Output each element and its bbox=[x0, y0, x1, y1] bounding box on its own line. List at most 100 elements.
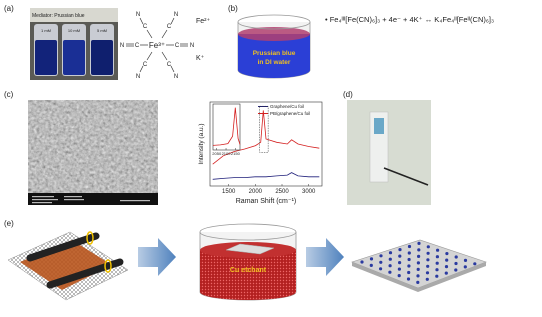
x-tick-label: 2100 bbox=[222, 151, 232, 156]
electrode bbox=[417, 248, 421, 252]
electrode bbox=[444, 265, 449, 269]
etch-beaker bbox=[199, 223, 297, 301]
x-tick-label: 3000 bbox=[302, 189, 316, 195]
jar-photo bbox=[30, 8, 118, 80]
electrode bbox=[398, 261, 402, 265]
electrode bbox=[417, 254, 421, 258]
electrode bbox=[379, 260, 383, 264]
electrode bbox=[388, 270, 392, 274]
electrode bbox=[407, 270, 411, 275]
y-axis-label: Intensity (a.u.) bbox=[198, 123, 205, 164]
panel-label: (d) bbox=[343, 90, 353, 99]
electrode bbox=[473, 262, 477, 266]
beaker bbox=[237, 14, 311, 79]
jar-label: 1 mM bbox=[41, 28, 51, 33]
electrode bbox=[388, 251, 393, 255]
electrode bbox=[444, 271, 448, 275]
atom: N bbox=[136, 12, 140, 18]
electrode bbox=[406, 277, 411, 281]
series-line bbox=[212, 110, 320, 165]
electrode bbox=[416, 261, 420, 265]
electrode bbox=[388, 264, 392, 268]
electrode bbox=[379, 267, 383, 271]
ion: K⁺ bbox=[196, 55, 205, 62]
atom: C bbox=[135, 43, 140, 49]
atom: C bbox=[167, 62, 172, 68]
x-tick-label: 2000 bbox=[249, 189, 263, 195]
reaction-text: Fe₄ᴵᴵᴵ[Fe(CN)₆]₃ + 4e⁻ + 4K⁺ ↔ K₄Fe₄ᴵᴵ[F… bbox=[330, 15, 494, 24]
electrode bbox=[398, 254, 402, 258]
series-line bbox=[212, 107, 241, 146]
electrode bbox=[379, 254, 383, 258]
metal-center: Fe³⁺ bbox=[149, 41, 165, 50]
panel-label: (e) bbox=[4, 219, 14, 228]
electrode bbox=[388, 257, 392, 261]
electrode bbox=[369, 257, 374, 261]
atom: N bbox=[136, 74, 140, 80]
electrode bbox=[426, 258, 430, 262]
device-photo bbox=[347, 100, 431, 205]
electrode bbox=[454, 261, 458, 266]
reaction: • Fe₄ᴵᴵᴵ[Fe(CN)₆]₃ + 4e⁻ + 4K⁺ ↔ K₄Fe₄ᴵᴵ… bbox=[325, 15, 494, 24]
electrode bbox=[417, 241, 421, 245]
electrode bbox=[435, 268, 439, 272]
panel-label: (c) bbox=[4, 90, 14, 99]
electrode bbox=[407, 257, 411, 262]
electrode bbox=[425, 271, 430, 275]
atom: C bbox=[143, 62, 148, 68]
electrode bbox=[436, 248, 440, 252]
atom: N bbox=[190, 43, 194, 49]
atom: N bbox=[120, 43, 124, 49]
panel-label: (b) bbox=[228, 4, 238, 13]
electrode bbox=[416, 274, 420, 278]
ion: Fe²⁺ bbox=[196, 18, 211, 25]
electrode bbox=[416, 280, 420, 284]
atom: C bbox=[143, 24, 148, 30]
x-tick-label: 2500 bbox=[275, 189, 289, 195]
jar-label: 5 mM bbox=[97, 28, 107, 33]
x-axis-label: Raman Shift (cm⁻¹) bbox=[236, 198, 296, 205]
arrow bbox=[306, 238, 344, 276]
legend-label: Graphene/Cu foil bbox=[270, 104, 304, 109]
electrode bbox=[425, 277, 429, 281]
electrode bbox=[435, 255, 439, 259]
zoom-box bbox=[259, 105, 269, 153]
x-tick-label: 1500 bbox=[222, 189, 236, 195]
electrode bbox=[445, 252, 449, 256]
sem-image bbox=[28, 100, 158, 205]
electrode bbox=[426, 251, 430, 255]
electrode bbox=[445, 258, 449, 262]
x-tick-label: 2050 bbox=[212, 151, 222, 156]
solution-label: Prussian blue bbox=[253, 50, 296, 57]
electrode bbox=[407, 264, 411, 268]
electrode-array bbox=[351, 239, 487, 292]
atom: C bbox=[175, 43, 180, 49]
solution-label: in DI water bbox=[258, 59, 291, 66]
electrode bbox=[426, 264, 430, 268]
electrode bbox=[407, 244, 412, 249]
electrode bbox=[369, 263, 373, 267]
atom: C bbox=[167, 24, 172, 30]
electrode bbox=[454, 255, 458, 259]
electrode bbox=[435, 261, 439, 265]
etchant-label: Cu etchant bbox=[230, 267, 267, 274]
roll-transfer bbox=[7, 231, 129, 301]
panel-label: (a) bbox=[4, 4, 14, 13]
electrode bbox=[463, 258, 468, 262]
electrode bbox=[463, 265, 467, 269]
arrow bbox=[138, 238, 176, 276]
electrode bbox=[397, 274, 401, 278]
electrode bbox=[416, 267, 420, 271]
bonds bbox=[126, 17, 188, 73]
legend-label: PB/graphene/Cu foil bbox=[270, 111, 310, 116]
x-tick-label: 2150 bbox=[231, 151, 241, 156]
electrode bbox=[398, 248, 402, 252]
series-line bbox=[212, 172, 320, 180]
mediator-label: Mediator: Prussian blue bbox=[32, 13, 85, 19]
electrode bbox=[454, 268, 458, 272]
electrode bbox=[397, 267, 401, 271]
plot-frame bbox=[209, 101, 323, 187]
electrode bbox=[435, 274, 439, 278]
atom: N bbox=[174, 74, 178, 80]
